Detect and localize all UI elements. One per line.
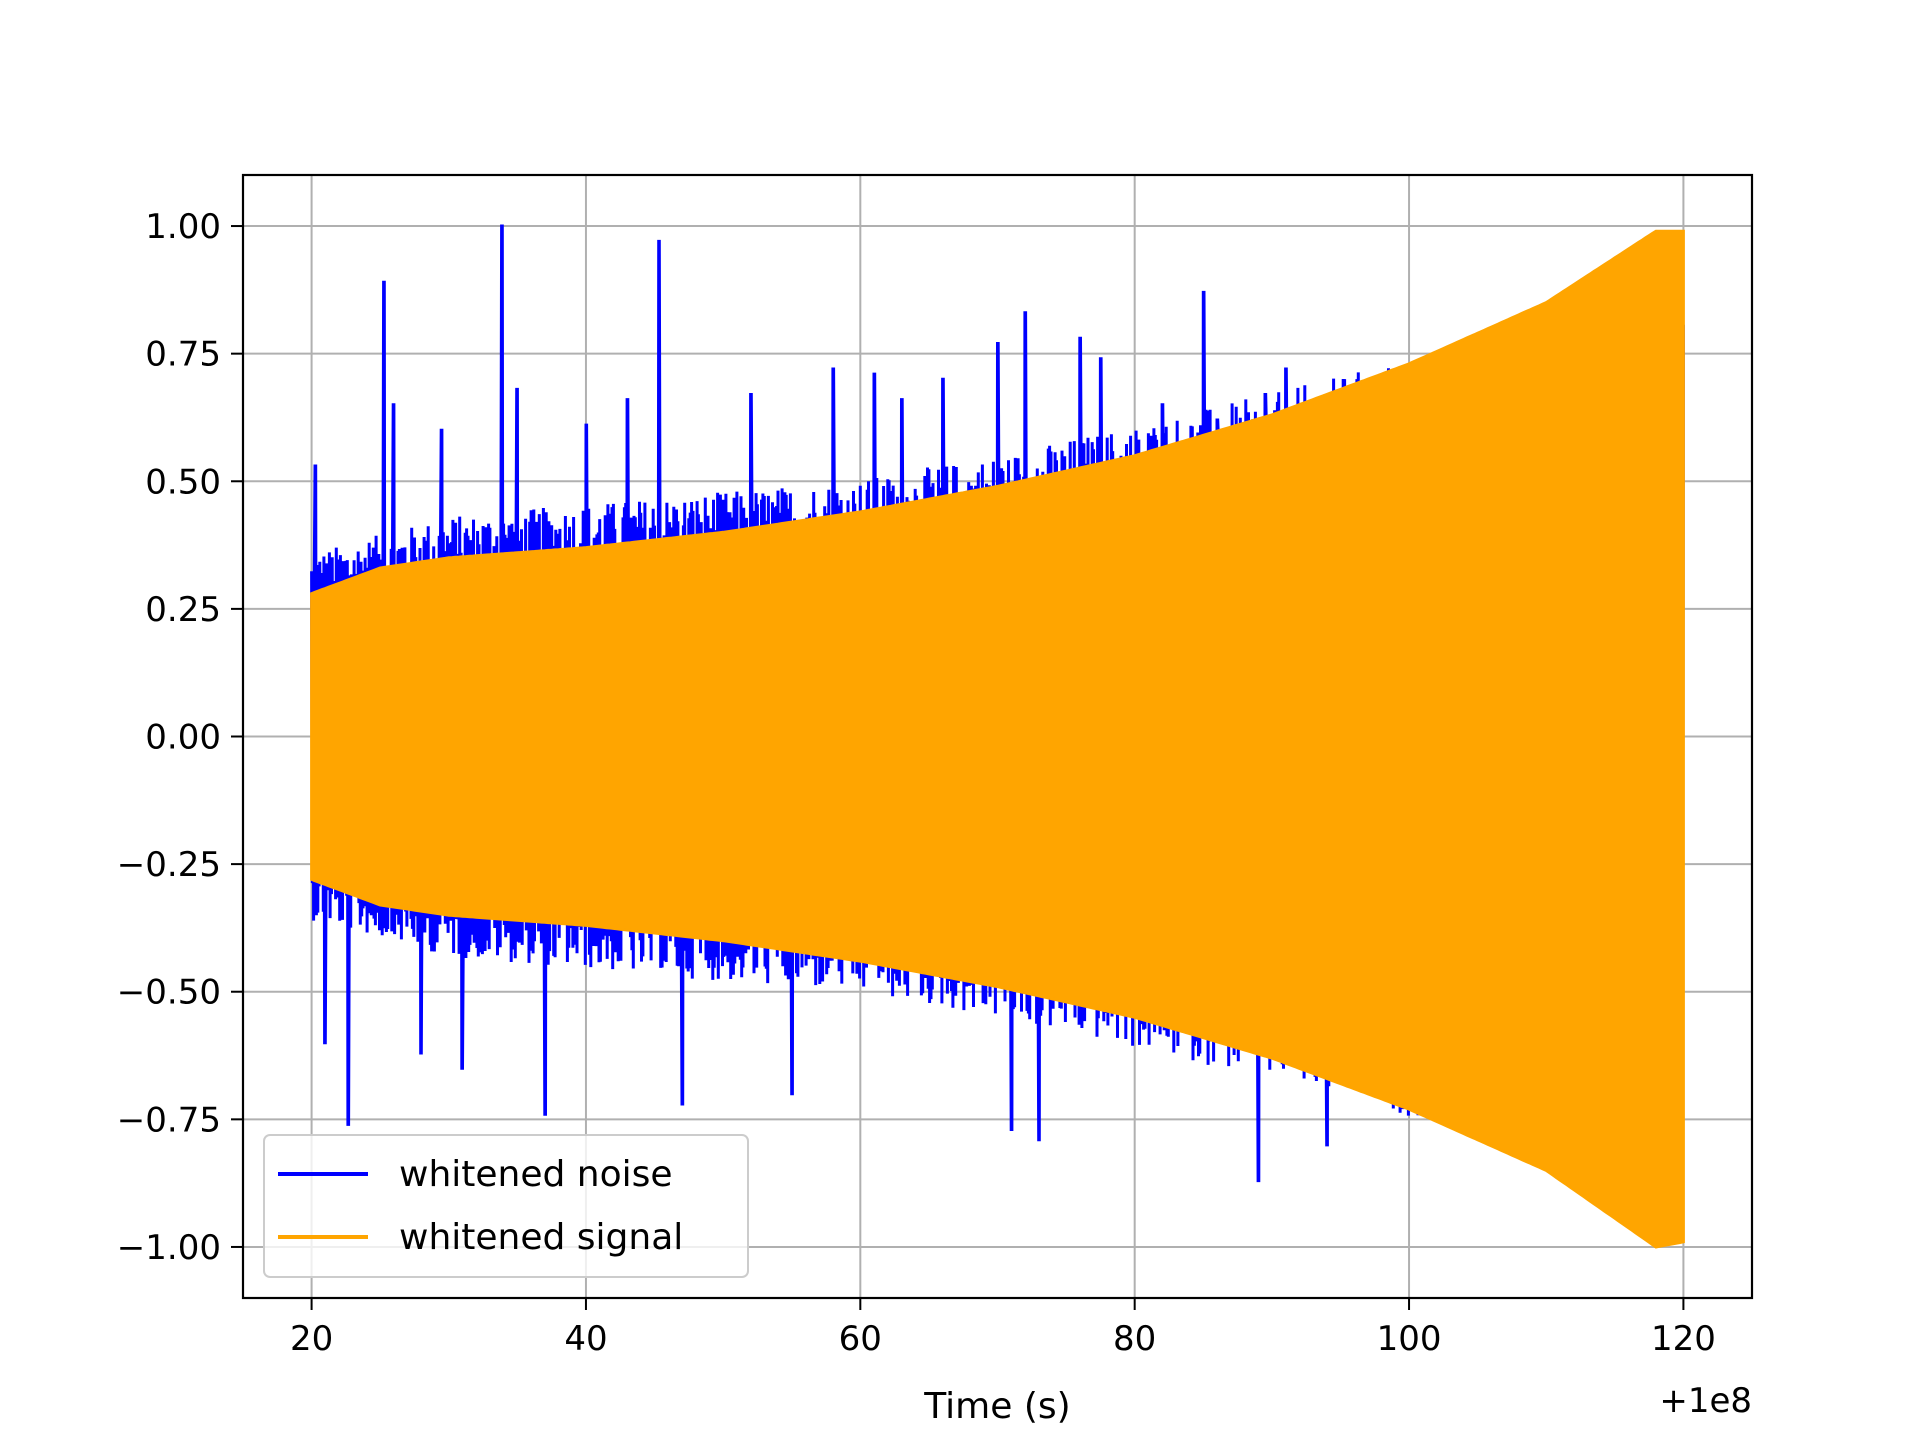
series-whitened-signal — [310, 229, 1685, 1249]
plot-series — [310, 224, 1685, 1249]
y-tick-label: −1.00 — [117, 1228, 221, 1268]
x-tick-label: 120 — [1651, 1319, 1716, 1359]
y-tick-label: −0.75 — [117, 1100, 221, 1140]
x-axis-offset-label: +1e8 — [1659, 1381, 1752, 1421]
legend: whitened noise whitened signal — [263, 1134, 749, 1278]
legend-label-whitened-signal: whitened signal — [399, 1217, 683, 1258]
y-tick-label: 0.00 — [145, 718, 221, 758]
x-tick-label: 80 — [1113, 1319, 1156, 1359]
x-tick-label: 40 — [564, 1319, 607, 1359]
y-tick-label: 0.50 — [145, 462, 221, 502]
y-tick-label: −0.50 — [117, 973, 221, 1013]
y-tick-label: 1.00 — [145, 207, 221, 247]
legend-box — [263, 1134, 749, 1278]
legend-label-whitened-noise: whitened noise — [399, 1154, 673, 1195]
y-tick-label: −0.25 — [117, 845, 221, 885]
y-tick-label: 0.75 — [145, 335, 221, 375]
x-tick-label: 100 — [1377, 1319, 1442, 1359]
x-tick-label: 20 — [290, 1319, 333, 1359]
axis-ticks: 20 40 60 80 100 120 1.00 0.75 0.50 0.25 0.00 −0.25 −… — [117, 207, 1716, 1359]
x-axis-label: Time (s) — [923, 1386, 1070, 1427]
y-tick-label: 0.25 — [145, 590, 221, 630]
x-tick-label: 60 — [839, 1319, 882, 1359]
